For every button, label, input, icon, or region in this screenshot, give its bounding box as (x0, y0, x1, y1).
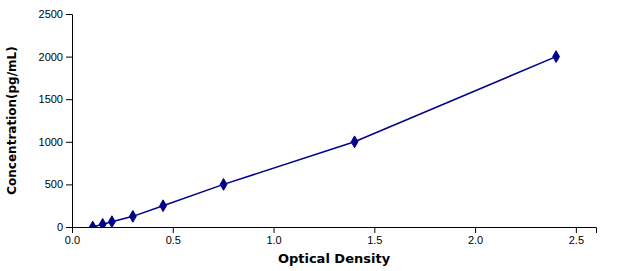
x-tick: 0.5 (166, 227, 181, 246)
point (351, 136, 358, 148)
y-tick-mark (66, 57, 72, 58)
x-tick: 2.5 (569, 227, 584, 246)
plot: 0.0 0.5 1.0 1.5 2.0 2.5 0 500 1000 1500 2000 2500 (39, 8, 597, 246)
y-tick: 500 (45, 178, 72, 190)
y-tick-mark (66, 227, 72, 228)
x-tick-label: 1.5 (367, 234, 382, 246)
y-tick-mark (66, 184, 72, 185)
x-tick-label: 0.5 (166, 234, 181, 246)
x-tick-mark (274, 227, 275, 233)
x-tick-label: 1.0 (266, 234, 281, 246)
x-tick-label: 2.5 (569, 234, 584, 246)
point (160, 200, 167, 212)
x-tick: 1.0 (266, 227, 281, 246)
x-tick-mark (576, 227, 577, 233)
x-axis-line (73, 228, 597, 234)
y-tick: 1000 (39, 136, 72, 148)
y-tick: 0 (57, 221, 72, 233)
line (93, 57, 556, 227)
point (99, 218, 106, 227)
y-tick-mark (66, 142, 72, 143)
y-axis-line (66, 15, 73, 228)
y-tick: 1500 (39, 93, 72, 105)
x-tick-mark (173, 227, 174, 233)
y-tick-mark (66, 99, 72, 100)
y-tick: 2500 (39, 8, 72, 20)
point (129, 210, 136, 222)
y-axis: 0 500 1000 1500 2000 2500 (39, 8, 73, 233)
point (220, 179, 227, 191)
series (89, 51, 559, 227)
point (89, 221, 96, 227)
x-tick: 2.0 (468, 227, 483, 246)
x-tick-label: 2.0 (468, 234, 483, 246)
y-tick-label: 0 (57, 221, 63, 233)
y-axis-title: Concentration(pg/mL) (5, 46, 19, 194)
x-tick: 0.0 (65, 227, 80, 246)
x-tick-mark (475, 227, 476, 233)
x-tick-label: 0.0 (65, 234, 80, 246)
y-tick-label: 2000 (39, 51, 63, 63)
point (109, 216, 116, 227)
point (553, 51, 560, 63)
y-tick: 2000 (39, 51, 72, 63)
x-axis-title: Optical Density (278, 251, 391, 266)
x-tick: 1.5 (367, 227, 382, 246)
y-tick-label: 1000 (39, 136, 63, 148)
y-tick-label: 1500 (39, 93, 63, 105)
x-tick-mark (374, 227, 375, 233)
chart: 0.0 0.5 1.0 1.5 2.0 2.5 0 500 1000 1500 2000 2500 Op… (0, 0, 618, 271)
y-tick-label: 500 (45, 178, 63, 190)
y-tick-mark (66, 14, 72, 15)
x-axis: 0.0 0.5 1.0 1.5 2.0 2.5 (65, 227, 597, 246)
y-tick-label: 2500 (39, 8, 63, 20)
